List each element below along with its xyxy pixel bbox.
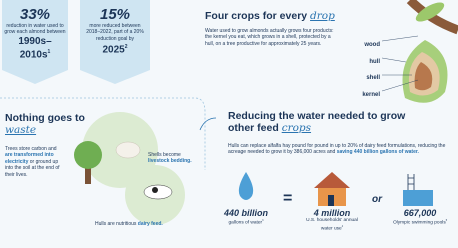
tree — [74, 141, 102, 169]
caption: Shells become livestock bedding. — [148, 152, 198, 165]
stat-value: 33% — [4, 6, 66, 23]
operator: or — [372, 194, 382, 205]
section-title: Reducing the water needed to grow other … — [228, 110, 428, 134]
footnote: 3 — [262, 219, 263, 222]
ladder — [408, 174, 414, 190]
caption: Hulls are nutritious dairy feed. — [95, 221, 195, 227]
text: Trees store carbon and — [5, 146, 57, 152]
roof — [314, 172, 350, 188]
cow — [144, 185, 172, 199]
pool-icon — [403, 190, 433, 206]
title-text: Four crops for every — [205, 10, 307, 22]
equivalent-value: 440 billion — [218, 208, 274, 218]
infographic: { "stats": [ {"value": "33%", "text": "r… — [0, 0, 458, 248]
pointer — [382, 58, 406, 62]
title-text: Nothing goes to — [5, 112, 85, 124]
equivalent-value: 667,000 — [392, 208, 448, 218]
crop-label: wood — [340, 37, 380, 54]
operator: = — [283, 190, 292, 208]
section-title: Four crops for every drop — [205, 10, 355, 22]
text-bold: livestock bedding. — [148, 158, 192, 164]
equivalent-label: gallons of water — [229, 221, 263, 226]
text-bold: saving 440 billion gallons of water. — [337, 149, 419, 155]
footnote: 2 — [125, 44, 128, 50]
equivalent-label: U.S. households' annual water use — [306, 218, 358, 232]
title-script: crops — [282, 122, 311, 134]
pointer — [382, 36, 418, 41]
crop-label: kernel — [340, 87, 380, 104]
paragraph: Hulls can replace alfalfa hay pound for … — [228, 143, 450, 156]
paragraph: Trees store carbon and are transformed i… — [5, 146, 61, 178]
stat-text: more reduced between 2018–2022, part of … — [82, 23, 148, 42]
crop-label: shell — [340, 70, 380, 87]
title-text: Reducing the water needed to grow other … — [228, 110, 405, 134]
arrow — [200, 118, 216, 130]
text: Hulls are nutritious — [95, 221, 138, 227]
footnote: 4 — [342, 225, 343, 228]
crop-label: hull — [340, 54, 380, 71]
sheep — [116, 142, 140, 158]
drop-icon — [239, 172, 253, 200]
crop-labels: wood hull shell kernel — [340, 37, 380, 104]
equivalent: 440 billion gallons of water3 — [218, 208, 274, 227]
paragraph: Water used to grow almonds actually grow… — [205, 28, 335, 47]
equivalent-value: 4 million — [302, 208, 362, 218]
text-bold: dairy feed. — [138, 221, 163, 227]
footnote: 1 — [48, 49, 51, 55]
equivalent: 4 million U.S. households' annual water … — [302, 208, 362, 233]
equivalent-label: Olympic swimming pools — [393, 221, 446, 226]
text: Shells become — [148, 152, 181, 158]
cow-spot — [152, 187, 158, 193]
equivalent: 667,000 Olympic swimming pools5 — [392, 208, 448, 227]
stat: 15% more reduced between 2018–2022, part… — [82, 6, 148, 56]
title-script: drop — [310, 10, 335, 22]
door — [328, 195, 334, 206]
title-script: waste — [5, 124, 36, 136]
footnote: 5 — [446, 219, 447, 222]
stat: 33% reduction in water used to grow each… — [4, 6, 66, 60]
stat-value: 15% — [82, 6, 148, 23]
stat-text: reduction in water used to grow each alm… — [4, 23, 66, 36]
stat-highlight: 2025 — [102, 45, 124, 56]
